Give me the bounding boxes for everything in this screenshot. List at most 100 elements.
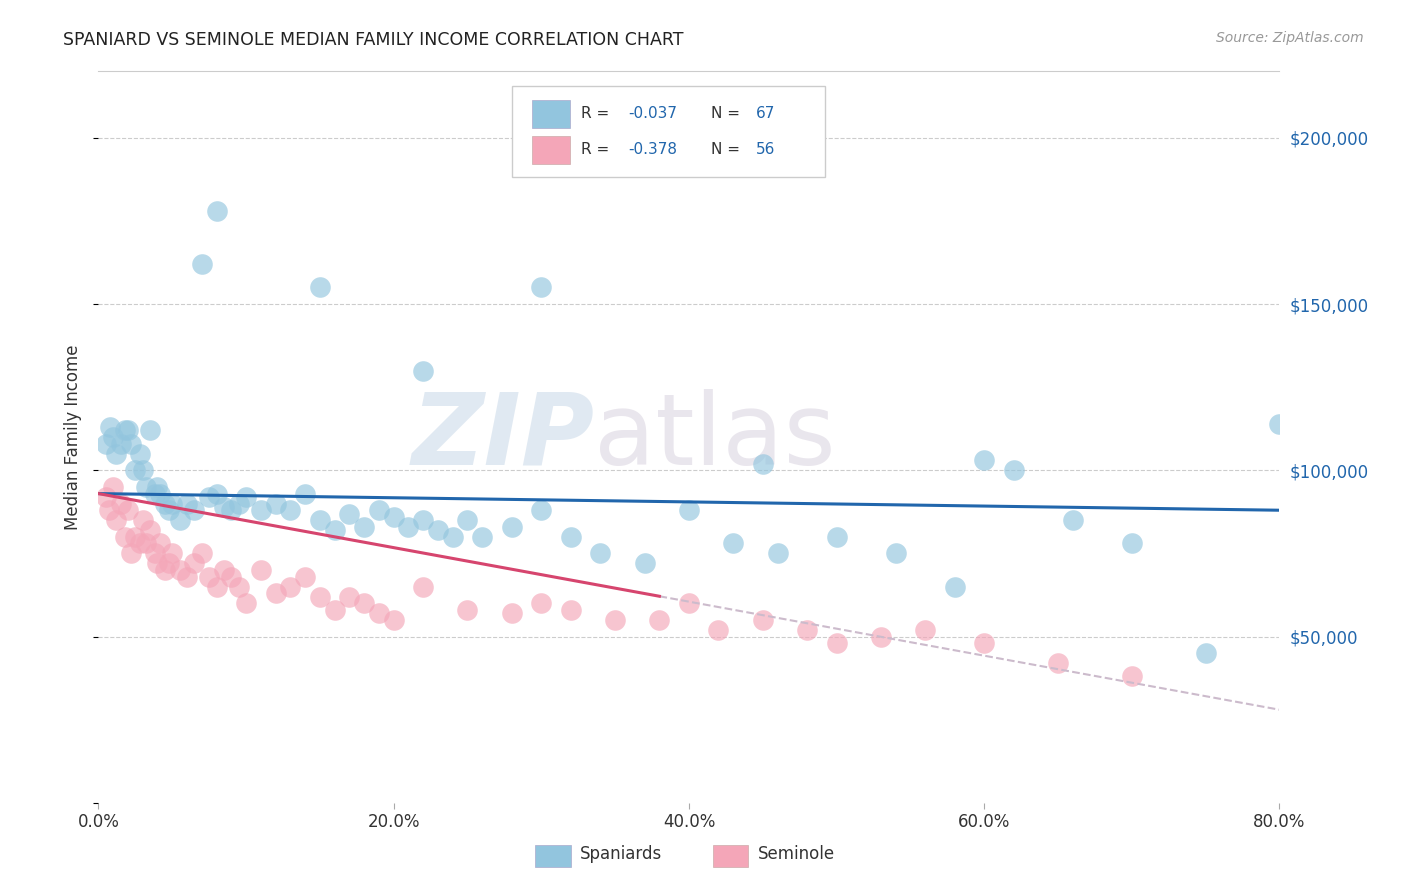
Point [191,257,214,271]
Text: R =: R = [582,142,614,157]
Point [143,546,166,560]
Point [309,513,332,527]
Point [943,580,966,594]
Point [110,497,132,511]
Point [128,447,150,461]
Point [412,513,434,527]
Text: N =: N = [711,106,745,121]
Point [752,457,775,471]
Text: -0.037: -0.037 [628,106,678,121]
Point [221,503,243,517]
FancyBboxPatch shape [512,86,825,178]
Point [205,204,228,219]
Text: SPANIARD VS SEMINOLE MEDIAN FAMILY INCOME CORRELATION CHART: SPANIARD VS SEMINOLE MEDIAN FAMILY INCOM… [63,31,683,49]
Point [1046,656,1070,670]
Point [530,503,553,517]
Point [103,430,125,444]
Point [153,563,176,577]
FancyBboxPatch shape [531,100,569,128]
Point [530,280,553,294]
Point [1268,417,1291,431]
Point [198,490,221,504]
Point [412,580,434,594]
Point [678,596,700,610]
Text: Spaniards: Spaniards [581,845,662,863]
Point [162,546,183,560]
Point [97,503,120,517]
Point [162,497,183,511]
Point [153,497,176,511]
Text: atlas: atlas [595,389,837,485]
Point [228,580,250,594]
Point [339,590,361,604]
Point [120,546,142,560]
Point [560,530,582,544]
Point [678,503,700,517]
Point [183,503,205,517]
Point [98,420,121,434]
Point [183,557,205,571]
Point [323,523,346,537]
Point [707,623,730,637]
Point [825,636,848,650]
Text: -0.378: -0.378 [628,142,678,157]
FancyBboxPatch shape [713,846,748,867]
Text: Seminole: Seminole [758,845,835,863]
Point [530,596,553,610]
Point [146,557,169,571]
Point [368,607,391,621]
Point [135,480,157,494]
Point [146,480,169,494]
Point [135,536,157,550]
Point [353,520,375,534]
Point [94,436,117,450]
Point [157,557,180,571]
Point [228,497,250,511]
Point [634,557,657,571]
Point [198,570,221,584]
Point [139,523,162,537]
Text: N =: N = [711,142,745,157]
Point [1195,646,1218,660]
Point [766,546,789,560]
Point [560,603,582,617]
Point [412,363,434,377]
Point [124,463,146,477]
Point [368,503,391,517]
Point [105,447,128,461]
Point [120,436,142,450]
Point [457,513,479,527]
Point [501,520,523,534]
Point [132,513,155,527]
Point [973,636,995,650]
Point [169,563,191,577]
Text: R =: R = [582,106,614,121]
Point [103,480,125,494]
Point [114,424,136,438]
Point [132,463,155,477]
Point [589,546,612,560]
Point [149,536,172,550]
Point [250,503,273,517]
Point [264,586,287,600]
Point [353,596,375,610]
Point [149,486,172,500]
Point [870,630,893,644]
Point [1062,513,1084,527]
Point [884,546,907,560]
Point [212,563,235,577]
Point [723,536,745,550]
Point [457,603,479,617]
Point [139,424,162,438]
Text: 67: 67 [756,106,776,121]
Point [294,570,316,584]
Point [309,590,332,604]
Point [176,570,198,584]
Point [339,507,361,521]
Point [212,500,235,514]
Point [205,580,228,594]
Point [235,490,257,504]
Point [117,424,139,438]
Point [441,530,464,544]
Point [501,607,523,621]
